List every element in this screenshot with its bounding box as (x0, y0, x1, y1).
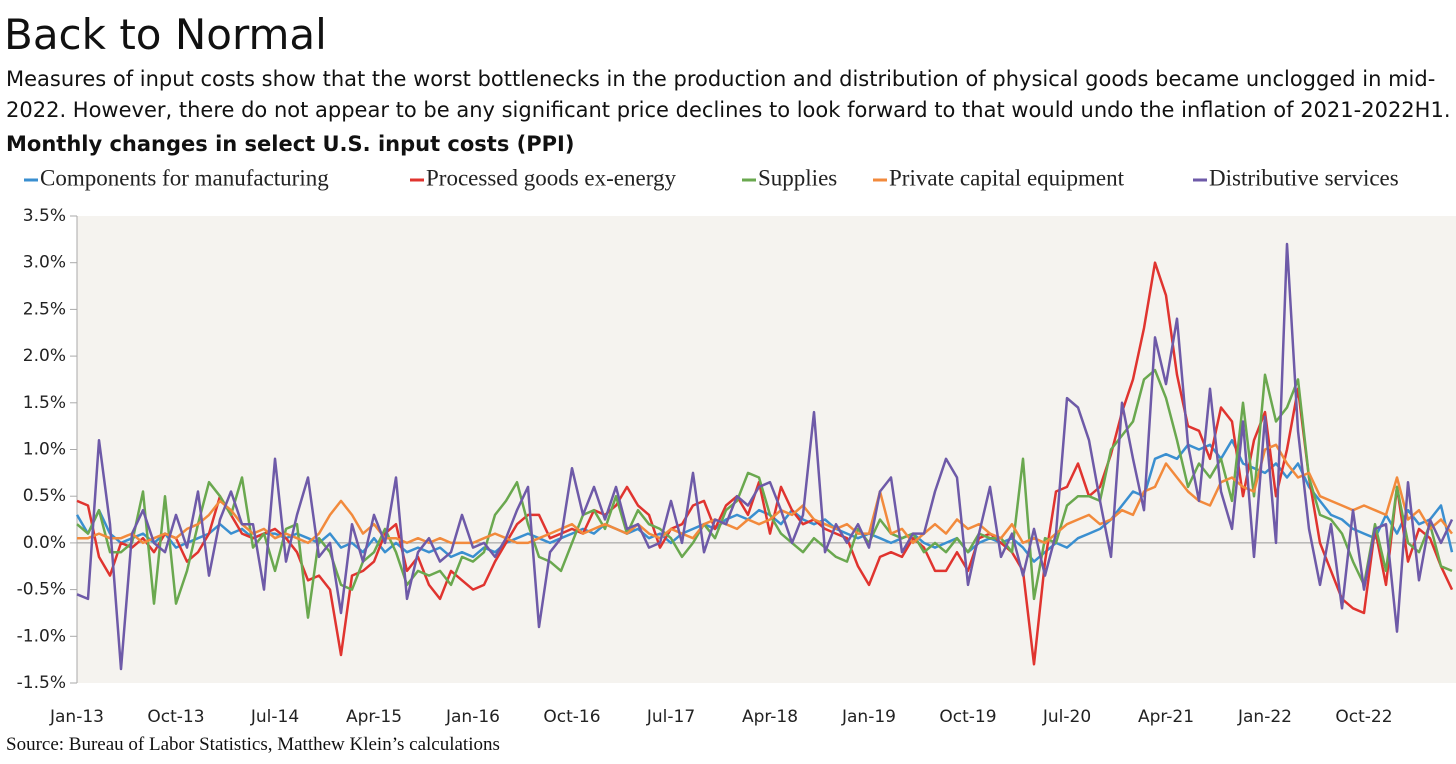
y-tick-label: 3.0% (23, 253, 66, 273)
series-line (76, 261, 1454, 666)
y-tick-label: 1.0% (23, 440, 66, 460)
y-tick-label: 2.5% (23, 299, 66, 319)
page-title: Back to Normal (4, 10, 327, 59)
series-line (77, 443, 1453, 545)
source-note: Source: Bureau of Labor Statistics, Matt… (6, 734, 500, 755)
y-tick-label: -0.5% (17, 580, 66, 600)
x-tick-label: Oct-13 (147, 707, 204, 727)
series-line (76, 368, 1453, 619)
y-tick-label: 0.5% (23, 486, 66, 506)
x-tick-label: Jul-17 (646, 707, 695, 727)
y-tick-label: 3.5% (23, 206, 66, 226)
x-tick-label: Oct-16 (543, 707, 600, 727)
x-tick-label: Jul-20 (1042, 707, 1091, 727)
x-tick-label: Apr-21 (1138, 707, 1194, 727)
y-tick-label: 1.5% (23, 393, 66, 413)
x-tick-label: Apr-18 (742, 707, 798, 727)
x-tick-label: Jan-16 (445, 707, 500, 727)
x-tick-label: Jul-14 (250, 707, 299, 727)
legend-label: Processed goods ex-energy (426, 165, 676, 190)
x-tick-label: Jan-13 (49, 707, 104, 727)
legend-label: Components for manufacturing (40, 165, 329, 190)
x-tick-label: Jan-19 (841, 707, 896, 727)
legend-label: Private capital equipment (889, 165, 1125, 190)
chart-title: Monthly changes in select U.S. input cos… (6, 132, 575, 156)
series-line (76, 242, 1454, 671)
y-tick-label: -1.5% (17, 673, 66, 693)
y-tick-label: 0.0% (23, 533, 66, 553)
y-tick-label: 2.0% (23, 346, 66, 366)
y-tick-label: -1.0% (17, 626, 66, 646)
legend-label: Distributive services (1209, 165, 1399, 190)
subtitle: Measures of input costs show that the wo… (6, 67, 1451, 122)
x-tick-label: Apr-15 (346, 707, 402, 727)
x-tick-label: Oct-22 (1335, 707, 1392, 727)
x-tick-label: Oct-19 (939, 707, 996, 727)
x-tick-label: Jan-22 (1237, 707, 1292, 727)
legend-label: Supplies (758, 165, 837, 190)
